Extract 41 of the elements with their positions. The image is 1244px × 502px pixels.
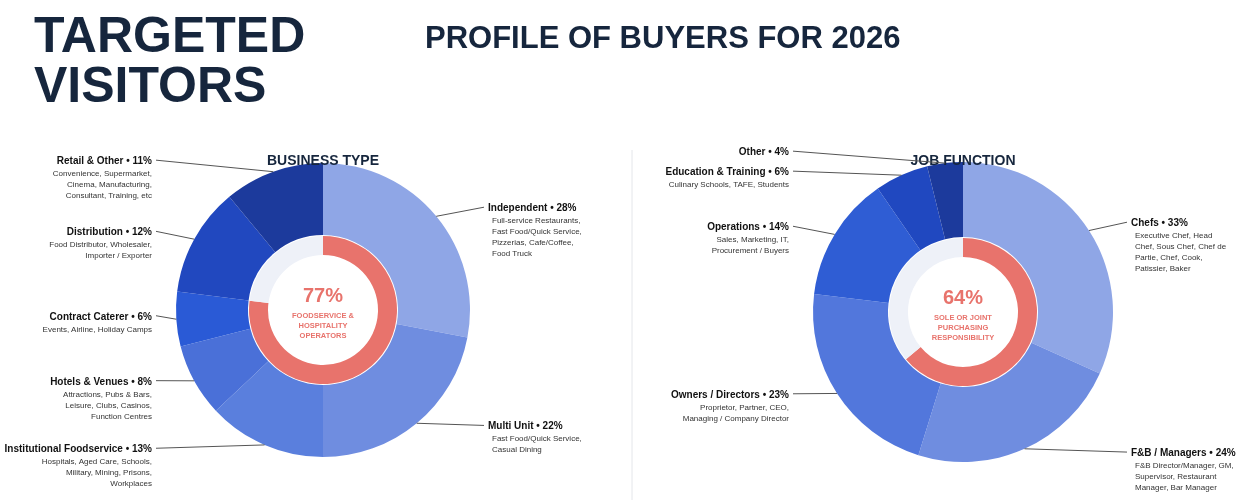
donut-slice bbox=[905, 238, 1037, 386]
text: PROFILE OF BUYERS FOR 2026 bbox=[425, 20, 901, 55]
text: Fast Food/Quick Service, Casual Dining bbox=[492, 434, 582, 455]
slice-label: Education & Training • 6% bbox=[665, 166, 790, 178]
slice-label: Operations • 14% bbox=[707, 221, 790, 233]
slice-label: Other • 4% bbox=[738, 146, 790, 158]
slice-label: Institutional Foodservice • 13% bbox=[4, 443, 153, 455]
donut-slice bbox=[229, 163, 323, 253]
slice-label: Independent • 28% bbox=[488, 202, 577, 214]
slice-label: Retail & Other • 11% bbox=[56, 155, 153, 167]
slice-label: Owners / Directors • 23% bbox=[671, 388, 790, 400]
text: F&B Director/Manager, GM, Supervisor, Restaurant Manager, Bar Manager bbox=[1135, 461, 1234, 493]
text: Attractions, Pubs & Bars, Leisure, Clubs, Casinos, Function Centres bbox=[63, 389, 152, 421]
text: Events, Airline, Holiday Camps bbox=[42, 324, 152, 334]
text: Sales, Marketing, IT, Procurement / Buyers bbox=[711, 235, 789, 256]
chart-title: BUSINESS TYPE bbox=[266, 152, 380, 168]
donut-slice bbox=[176, 291, 251, 347]
donut-slice bbox=[814, 188, 921, 303]
donut-slice bbox=[177, 196, 276, 301]
chart-title: JOB FUNCTION bbox=[910, 152, 1016, 168]
text: Executive Chef, Head Chef, Sous Chef, Chef de Partie, Chef, Cook, Patissier, Baker bbox=[1135, 231, 1227, 274]
slice-label: F&B / Managers • 24% bbox=[1131, 447, 1236, 459]
slice-label: Chefs • 33% bbox=[1131, 217, 1188, 229]
data-label: 64% bbox=[942, 286, 984, 308]
slice-label: Distribution • 12% bbox=[66, 226, 153, 238]
donut-slice bbox=[249, 236, 397, 384]
text: Hospitals, Aged Care, Schools, Military, Mining, Prisons, Workplaces bbox=[41, 457, 152, 489]
data-label: 77% bbox=[302, 284, 344, 306]
slice-label: Contract Caterer • 6% bbox=[49, 310, 153, 322]
donut-slice bbox=[180, 328, 269, 411]
text: Culinary Schools, TAFE, Students bbox=[668, 180, 789, 190]
text: Proprietor, Partner, CEO, Managing / Company Director bbox=[682, 402, 789, 423]
donut-slice bbox=[918, 342, 1100, 462]
text: TARGETED VISITORS bbox=[34, 7, 306, 113]
donut-slice bbox=[877, 166, 946, 251]
text: Full-service Restaurants, Fast Food/Quick Service, Pizzerias, Cafe/Coffee, Food Truck bbox=[492, 216, 582, 259]
slice-label: Hotels & Venues • 8% bbox=[50, 375, 153, 387]
text: Food Distributor, Wholesaler, Importer / Exporter bbox=[49, 240, 152, 261]
donut-slice bbox=[215, 361, 323, 457]
slice-label: Multi Unit • 22% bbox=[488, 420, 563, 432]
text: Convenience, Supermarket, Cinema, Manufacturing, Consultant, Training, etc bbox=[52, 169, 152, 201]
